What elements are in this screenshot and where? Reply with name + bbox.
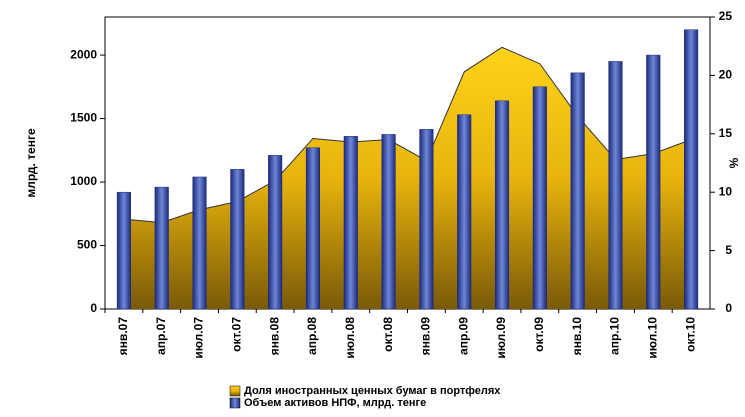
bar: [154, 186, 169, 310]
bar: [608, 61, 623, 310]
x-tick-label: окт.08: [381, 317, 395, 352]
bar: [419, 129, 434, 310]
bar: [570, 72, 585, 310]
y2-tick-label: 15: [719, 126, 733, 140]
y-tick-label: 2000: [70, 47, 97, 61]
x-tick-label: апр.10: [608, 317, 622, 355]
x-tick-label: окт.09: [532, 317, 546, 352]
y2-tick-label: 5: [725, 243, 732, 257]
bar: [343, 136, 358, 310]
x-tick-label: окт.07: [230, 317, 244, 352]
area-line: [123, 46, 692, 224]
bar: [381, 134, 396, 310]
x-tick-label: окт.10: [683, 317, 697, 352]
bar: [532, 86, 547, 310]
x-tick-label: июл.08: [343, 317, 357, 359]
bar: [494, 100, 510, 310]
bar: [192, 176, 207, 310]
bar: [305, 147, 321, 310]
x-tick-label: янв.09: [419, 317, 433, 356]
x-tick-label: июл.09: [494, 317, 508, 359]
legend-swatch: [229, 397, 241, 409]
x-tick-label: янв.08: [267, 317, 281, 356]
y2-tick-label: 20: [719, 68, 733, 82]
x-tick-label: июл.10: [645, 317, 659, 359]
y-tick-label: 1000: [70, 174, 97, 188]
bar: [230, 169, 245, 310]
y2-tick-label: 10: [719, 184, 733, 198]
y2-tick-label: 25: [719, 9, 733, 23]
x-tick-label: апр.08: [305, 317, 319, 355]
bar: [116, 191, 131, 310]
x-tick-label: июл.07: [192, 317, 206, 359]
y-tick-label: 500: [77, 238, 97, 252]
x-tick-label: апр.09: [456, 317, 470, 355]
y2-tick-label: 0: [725, 301, 732, 315]
legend-label: Объем активов НПФ, млрд. тенге: [244, 397, 426, 409]
x-tick-label: янв.07: [116, 317, 130, 356]
y-tick-label: 0: [90, 301, 97, 315]
area: [123, 47, 692, 309]
legend-label: Доля иностранных ценных бумаг в портфеля…: [244, 385, 501, 397]
bar: [268, 155, 283, 310]
y-tick-label: 1500: [70, 111, 97, 125]
y2-axis-label: %: [727, 157, 741, 168]
y-axis-label: млрд. тенге: [24, 128, 38, 198]
bar: [457, 114, 472, 310]
bar: [684, 29, 699, 310]
x-tick-label: янв.10: [570, 317, 584, 356]
legend-swatch: [229, 385, 241, 397]
bar: [646, 54, 661, 310]
x-tick-label: апр.07: [154, 317, 168, 355]
